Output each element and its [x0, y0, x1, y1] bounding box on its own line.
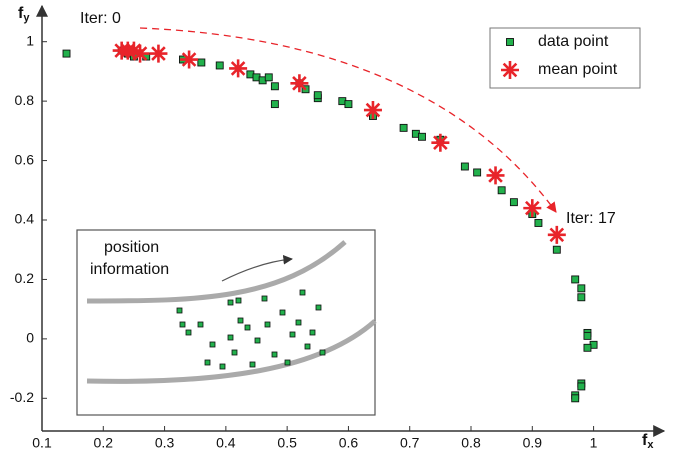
legend-marker	[501, 61, 519, 79]
data-point	[571, 394, 580, 403]
x-tick-label: 0.6	[339, 435, 359, 451]
y-tick-label: 0	[26, 330, 34, 346]
mean-point	[363, 101, 382, 120]
data-point	[399, 123, 408, 132]
data-point	[509, 198, 518, 207]
mean-point	[124, 41, 143, 60]
mean-point	[290, 74, 309, 93]
y-tick-label: 0.6	[15, 151, 35, 167]
x-axis-label: fx	[642, 432, 654, 451]
x-tick-label: 0.9	[523, 435, 543, 451]
data-point	[344, 100, 353, 109]
y-tick-label: -0.2	[10, 389, 34, 405]
inset-text: position	[104, 239, 159, 256]
mean-point	[431, 133, 450, 152]
y-tick-label: 0.4	[15, 211, 35, 227]
legend-marker	[506, 38, 514, 46]
data-point	[583, 331, 592, 340]
data-point	[577, 293, 586, 302]
data-point	[215, 61, 224, 70]
legend	[489, 27, 641, 89]
data-point	[313, 91, 322, 100]
x-tick-label: 0.1	[32, 435, 52, 451]
mean-point	[229, 59, 248, 78]
data-point	[571, 275, 580, 284]
data-point	[473, 168, 482, 177]
data-point	[270, 82, 279, 91]
annotation: Iter: 17	[566, 210, 616, 227]
y-tick-label: 0.8	[15, 92, 35, 108]
data-point	[264, 73, 273, 82]
inset: position information	[76, 229, 377, 416]
x-tick-label: 0.2	[94, 435, 114, 451]
mean-point	[149, 44, 168, 63]
mean-point	[547, 225, 566, 244]
data-point	[418, 132, 426, 141]
data-point	[577, 284, 586, 293]
data-point	[497, 186, 506, 195]
x-tick-label: 1	[590, 435, 598, 451]
data-point	[270, 100, 279, 109]
x-tick-label: 0.4	[216, 435, 236, 451]
mean-point	[523, 199, 542, 218]
data-point	[552, 245, 561, 254]
y-axis-label: fy	[18, 5, 30, 24]
data-point	[197, 58, 206, 67]
y-tick-label: 0.2	[15, 270, 35, 286]
data-point	[534, 219, 543, 227]
data-point	[62, 49, 71, 58]
trajectory-arrow	[139, 27, 557, 213]
legend-label: mean point	[538, 61, 618, 78]
y-tick-label: 1	[26, 32, 34, 48]
data-point	[577, 382, 586, 391]
mean-point	[180, 50, 199, 69]
mean-point	[131, 44, 150, 63]
inset-text: information	[90, 261, 169, 278]
x-tick-label: 0.8	[461, 435, 481, 451]
annotation: Iter: 0	[80, 10, 121, 27]
x-tick-label: 0.7	[400, 435, 420, 451]
mean-point	[486, 166, 505, 185]
data-point	[583, 343, 592, 352]
x-tick-label: 0.5	[277, 435, 297, 451]
legend-label: data point	[538, 33, 609, 50]
x-tick-label: 0.3	[155, 435, 175, 451]
data-point	[460, 162, 469, 171]
